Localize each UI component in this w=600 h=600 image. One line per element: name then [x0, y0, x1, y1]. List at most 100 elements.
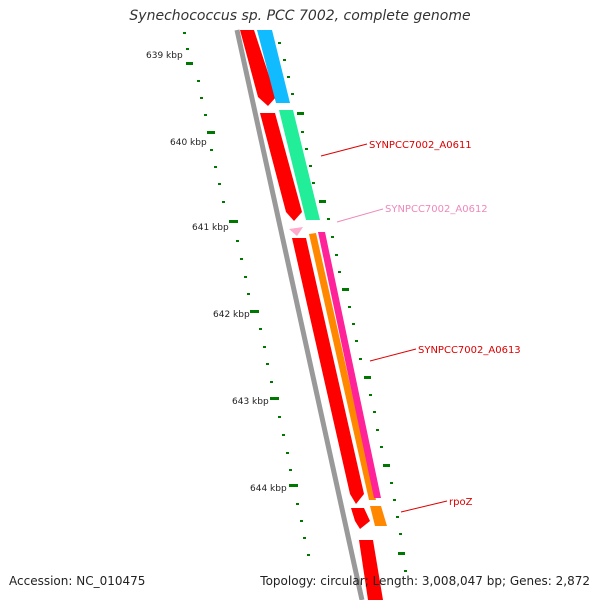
tick-label: 641 kbp [192, 223, 229, 233]
outer-ruler-dot [309, 165, 312, 167]
ruler-dot [183, 32, 186, 34]
gene-feature-magenta[interactable] [318, 232, 381, 498]
ruler-major-tick [229, 220, 238, 223]
ruler-dot [240, 258, 243, 260]
gene-feature-orange-rpoz[interactable] [370, 506, 387, 526]
outer-ruler-dot [338, 271, 341, 273]
topology-value: circular; [320, 574, 369, 588]
ruler-dot [286, 452, 289, 454]
gene-feature-red-1[interactable] [240, 30, 276, 106]
outer-ruler-major-tick [342, 288, 349, 291]
outer-ruler-dot [301, 131, 304, 133]
ruler-dot [200, 97, 203, 99]
ruler-dot [307, 554, 310, 556]
ruler-dot [303, 537, 306, 539]
callout-line [336, 208, 384, 223]
topology-label: Topology: [260, 574, 317, 588]
callout-line [400, 500, 448, 513]
outer-ruler-dot [380, 446, 383, 448]
ruler-dot [282, 434, 285, 436]
outer-ruler-dot [376, 429, 379, 431]
length-value: 3,008,047 bp; [421, 574, 507, 588]
outer-ruler-dot [312, 182, 315, 184]
callout-line [320, 143, 368, 157]
accession-label: Accession: [9, 574, 73, 588]
ruler-dot [289, 469, 292, 471]
ruler-dot [270, 381, 273, 383]
genes-count: 2,872 [555, 574, 590, 588]
outer-ruler [278, 42, 407, 572]
outer-ruler-dot [335, 254, 338, 256]
gene-feature-red-4[interactable] [351, 508, 370, 529]
outer-ruler-dot [327, 218, 330, 220]
accession-value: NC_010475 [76, 574, 146, 588]
tick-label: 644 kbp [250, 484, 287, 494]
gene-label[interactable]: SYNPCC7002_A0611 [369, 140, 472, 151]
gene-feature-green[interactable] [279, 110, 320, 220]
ruler-major-tick [207, 131, 215, 134]
ruler-dot [236, 240, 239, 242]
ruler-major-tick [289, 484, 298, 487]
gene-label[interactable]: SYNPCC7002_A0612 [385, 204, 488, 215]
outer-ruler-dot [291, 93, 294, 95]
outer-ruler-dot [373, 411, 376, 413]
outer-ruler-dot [355, 340, 358, 342]
ruler-dot [300, 520, 303, 522]
outer-ruler-dot [390, 482, 393, 484]
page-title: Synechococcus sp. PCC 7002, complete gen… [129, 8, 471, 24]
outer-ruler-dot [283, 59, 286, 61]
tick-label: 639 kbp [146, 51, 183, 61]
ruler-dot [197, 80, 200, 82]
ruler-dot [210, 149, 213, 151]
ruler-dot [278, 416, 281, 418]
ruler-major-tick [250, 310, 259, 313]
gene-label[interactable]: rpoZ [449, 497, 473, 508]
gene-feature-red-5[interactable] [359, 540, 383, 600]
ruler-dot [204, 114, 207, 116]
ruler-dot [214, 166, 217, 168]
genome-backbone [234, 29, 365, 600]
outer-ruler-dot [287, 76, 290, 78]
ruler-dot [263, 346, 266, 348]
outer-ruler-dot [359, 358, 362, 360]
ruler-dot [296, 503, 299, 505]
genome-stats: Topology: circular; Length: 3,008,047 bp… [260, 574, 590, 588]
gene-feature-red-3[interactable] [292, 238, 364, 504]
gene-label[interactable]: SYNPCC7002_A0613 [418, 345, 521, 356]
outer-ruler-dot [352, 323, 355, 325]
outer-ruler-dot [348, 306, 351, 308]
length-label: Length: [372, 574, 419, 588]
genes-label: Genes: [509, 574, 552, 588]
tick-label: 643 kbp [232, 397, 269, 407]
outer-ruler-dot [278, 42, 281, 44]
ruler-dot [259, 328, 262, 330]
ruler-major-tick [270, 397, 279, 400]
ruler-dot [218, 183, 221, 185]
outer-ruler-dot [404, 570, 407, 572]
ruler-major-tick [186, 62, 193, 65]
gene-feature-pink-small[interactable] [289, 227, 303, 236]
gene-feature-orange[interactable] [309, 233, 376, 500]
tick-label: 640 kbp [170, 138, 207, 148]
outer-ruler-dot [393, 499, 396, 501]
outer-ruler-major-tick [398, 552, 405, 555]
gene-feature-red-2[interactable] [260, 113, 302, 221]
outer-ruler-dot [399, 533, 402, 535]
callout-line [369, 348, 417, 362]
outer-ruler-major-tick [319, 200, 326, 203]
tick-label: 642 kbp [213, 310, 250, 320]
ruler-dot [186, 48, 189, 50]
ruler-dot [244, 276, 247, 278]
outer-ruler-major-tick [383, 464, 390, 467]
ruler-dot [266, 363, 269, 365]
outer-ruler-dot [396, 516, 399, 518]
outer-ruler-dot [369, 394, 372, 396]
kbp-ruler [183, 32, 310, 556]
accession-info: Accession: NC_010475 [9, 574, 145, 588]
outer-ruler-major-tick [364, 376, 371, 379]
outer-ruler-dot [305, 148, 308, 150]
gene-feature-blue[interactable] [257, 30, 290, 103]
ruler-dot [222, 201, 225, 203]
outer-ruler-major-tick [297, 112, 304, 115]
